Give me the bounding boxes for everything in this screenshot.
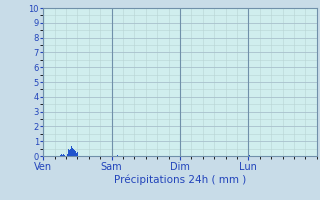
Bar [62,155,63,156]
X-axis label: Précipitations 24h ( mm ): Précipitations 24h ( mm ) [114,174,246,185]
Bar [70,149,71,156]
Bar [76,153,77,156]
Bar [65,155,66,156]
Bar [61,154,62,156]
Bar [75,151,76,156]
Bar [68,149,69,156]
Bar [72,148,73,156]
Bar [64,155,65,156]
Bar [117,155,118,156]
Bar [71,146,72,156]
Bar [66,122,67,156]
Bar [74,150,75,156]
Bar [63,154,64,156]
Bar [67,145,68,156]
Bar [60,155,61,156]
Bar [69,150,70,156]
Bar [249,155,250,156]
Bar [73,149,74,156]
Bar [180,155,181,156]
Bar [77,152,78,156]
